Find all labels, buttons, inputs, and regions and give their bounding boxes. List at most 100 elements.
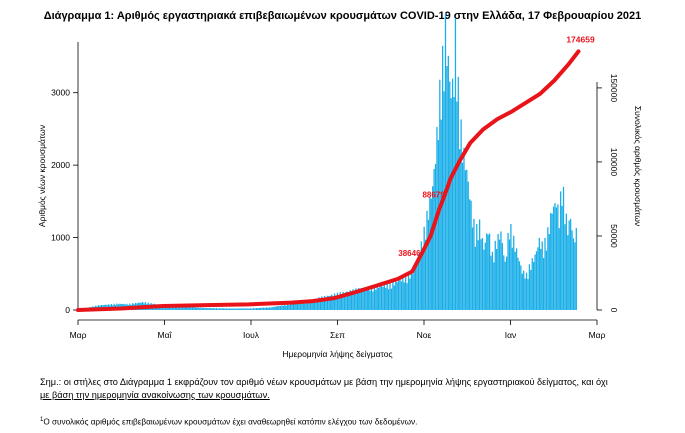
bar [429,197,431,310]
bar [356,292,358,310]
bar [557,204,559,310]
bar [494,240,496,310]
bar [304,303,306,310]
bar [501,243,504,310]
bar [386,283,388,310]
bar [474,246,476,310]
bar [510,223,512,310]
bar [282,305,285,310]
bar [287,304,289,310]
x-tick-label: Νοε [417,330,432,340]
bar [306,302,309,310]
bar [316,299,319,310]
bar [409,278,411,310]
bar [375,289,377,310]
x-tick-label: Μαΐ [158,330,173,340]
bar [302,302,304,310]
bar [538,237,540,310]
bar [275,306,277,310]
bar [194,307,196,310]
bar [254,308,256,310]
bar [242,308,245,310]
cumulative-line-group [76,49,581,312]
bar [463,147,465,310]
bar [380,286,383,310]
bar [181,306,184,310]
bar [230,308,232,310]
bar [360,287,363,310]
bar [439,79,441,311]
y-right-tick-label: 100000 [609,148,619,177]
bar [426,210,428,310]
bar [331,294,333,310]
bar [234,308,236,310]
bar [521,273,523,310]
bar [486,233,488,310]
bar [238,308,240,310]
bar [299,302,302,310]
bar [281,305,283,310]
note-line-2: με βάση την ημερομηνία ανακοίνωσης των κ… [40,390,270,400]
bar [225,308,228,310]
bar [285,305,287,310]
bar [461,162,464,310]
bar [528,264,531,310]
bar [517,257,519,310]
bar [245,308,248,310]
y-right-tick-label: 0 [609,308,619,313]
y-right-tick-label: 150000 [609,74,619,103]
y-left-tick-label: 1000 [51,233,70,243]
bar [473,218,475,310]
bar [550,213,552,310]
bar [437,140,440,310]
bar [487,234,489,310]
bar [402,276,404,310]
bar [261,307,263,310]
bar [427,219,430,310]
bar [416,261,418,310]
y-left-tick-label: 2000 [51,160,70,170]
bar [382,286,384,310]
bar [467,181,469,310]
bar [471,227,474,310]
bar [545,250,548,310]
bar [490,255,492,310]
bar [328,295,330,310]
bar [523,270,525,310]
bar [198,308,201,310]
bar [358,287,360,310]
bar [555,207,558,310]
bar [504,261,506,310]
bar [255,307,258,310]
bar [251,308,253,310]
bar [373,285,376,310]
bar [424,239,427,310]
bar [493,262,495,310]
y-right-axis-title: Συνολικός αριθμός κρουσμάτων [633,106,643,226]
bar [335,296,337,310]
bar [240,308,242,310]
x-tick-label: Σεπ [330,330,345,340]
x-axis-title: Ημερομηνία λήψης δείγματος [282,349,392,359]
bar [565,213,567,310]
bar [211,308,213,310]
bar [466,169,468,310]
bar [470,200,472,310]
bar [204,308,206,310]
bar [217,308,219,310]
bar [228,308,231,310]
bar [197,307,199,310]
bar [496,249,498,310]
bar [326,295,329,310]
bar [183,307,185,310]
bar [484,242,486,310]
bar [541,241,543,310]
bar [224,308,226,310]
bar [342,291,344,310]
bar [264,307,266,310]
bar [170,306,172,310]
bar [173,306,175,310]
cumulative-annotation: 88679 [422,191,445,200]
bar [379,286,381,310]
bar [564,224,566,310]
